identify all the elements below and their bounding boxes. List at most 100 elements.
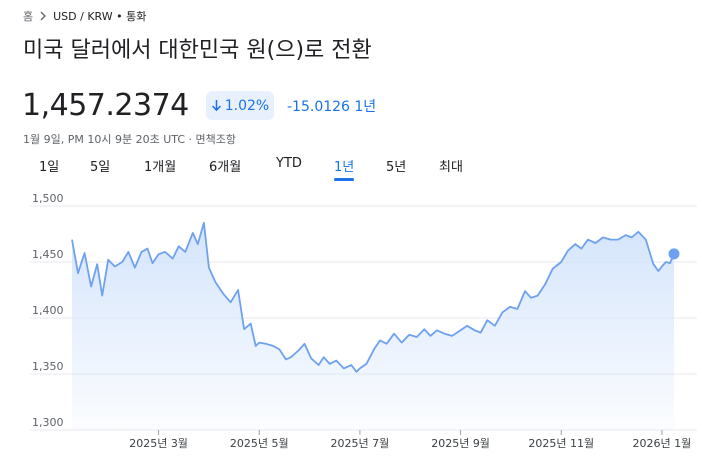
data-point bbox=[393, 333, 395, 335]
data-point bbox=[652, 263, 654, 265]
data-point bbox=[285, 359, 287, 361]
data-point bbox=[530, 297, 532, 299]
data-point bbox=[141, 251, 143, 253]
tab-1m[interactable]: 1개월 bbox=[144, 160, 177, 175]
data-point bbox=[222, 292, 224, 294]
data-point bbox=[192, 232, 194, 234]
y-tick-label: 1,300 bbox=[32, 416, 64, 429]
breadcrumb-path[interactable]: USD / KRW • 통화 bbox=[53, 10, 147, 23]
data-point bbox=[444, 333, 446, 335]
data-point bbox=[278, 348, 280, 350]
data-point bbox=[665, 261, 667, 263]
data-point bbox=[501, 312, 503, 314]
data-point bbox=[366, 363, 368, 365]
data-point bbox=[631, 236, 633, 238]
x-tick-label: 2025년 11월 bbox=[528, 437, 594, 450]
data-point bbox=[237, 289, 239, 291]
data-point bbox=[90, 286, 92, 288]
data-point bbox=[359, 368, 361, 370]
arrow-down-icon bbox=[211, 99, 222, 112]
data-point bbox=[379, 340, 381, 342]
data-point bbox=[401, 342, 403, 344]
data-point bbox=[350, 364, 352, 366]
data-point bbox=[552, 268, 554, 270]
x-tick-label: 2025년 5월 bbox=[230, 437, 289, 450]
data-point bbox=[645, 239, 647, 241]
data-point bbox=[625, 234, 627, 236]
tab-5d[interactable]: 5일 bbox=[90, 160, 111, 175]
data-point bbox=[460, 329, 462, 331]
x-tick-label: 2025년 9월 bbox=[431, 437, 490, 450]
data-point bbox=[250, 323, 252, 325]
y-tick-label: 1,400 bbox=[32, 304, 64, 317]
data-point bbox=[486, 319, 488, 321]
data-point bbox=[509, 306, 511, 308]
data-point bbox=[429, 335, 431, 337]
data-point bbox=[494, 325, 496, 327]
data-point bbox=[669, 262, 671, 264]
data-point bbox=[617, 239, 619, 241]
tab-ytd[interactable]: YTD bbox=[276, 156, 302, 171]
y-tick-label: 1,350 bbox=[32, 360, 64, 373]
data-point bbox=[265, 343, 267, 345]
data-point bbox=[127, 251, 129, 253]
tab-1y[interactable]: 1년 bbox=[334, 156, 355, 181]
exchange-rate-chart[interactable]: 1,500 1,450 1,400 1,350 1,300 2025년 3월 2025년 5… bbox=[0, 188, 703, 474]
tab-6m[interactable]: 6개월 bbox=[209, 160, 242, 175]
data-point bbox=[587, 239, 589, 241]
range-tabs: 1일 5일 1개월 6개월 YTD 1년 5년 최대 bbox=[0, 156, 703, 184]
data-point bbox=[537, 295, 539, 297]
change-percent-label: 1.02% bbox=[224, 97, 270, 114]
data-point bbox=[71, 239, 73, 241]
data-point bbox=[423, 328, 425, 330]
data-point bbox=[184, 251, 186, 253]
y-tick-label: 1,450 bbox=[32, 248, 64, 261]
data-point bbox=[602, 236, 604, 238]
data-point bbox=[318, 364, 320, 366]
data-point bbox=[77, 272, 79, 274]
data-point bbox=[96, 263, 98, 265]
data-point bbox=[107, 259, 109, 261]
data-point bbox=[197, 243, 199, 245]
data-point bbox=[121, 261, 123, 263]
data-point bbox=[480, 332, 482, 334]
data-point bbox=[466, 325, 468, 327]
breadcrumb-home[interactable]: 홈 bbox=[23, 10, 34, 23]
data-point bbox=[610, 239, 612, 241]
data-point bbox=[243, 328, 245, 330]
tab-1d[interactable]: 1일 bbox=[39, 160, 60, 175]
x-tick-label: 2025년 3월 bbox=[129, 437, 188, 450]
data-point bbox=[298, 350, 300, 352]
data-point bbox=[408, 334, 410, 336]
data-point bbox=[335, 360, 337, 362]
data-point bbox=[524, 290, 526, 292]
breadcrumb: 홈 USD / KRW • 통화 bbox=[23, 8, 146, 24]
data-point bbox=[560, 261, 562, 263]
change-percent-badge: 1.02% bbox=[206, 91, 274, 120]
data-point bbox=[574, 243, 576, 245]
tab-5y[interactable]: 5년 bbox=[386, 160, 407, 175]
data-point bbox=[272, 345, 274, 347]
data-point bbox=[355, 371, 357, 373]
data-point bbox=[567, 250, 569, 252]
data-point bbox=[178, 245, 180, 247]
data-point bbox=[517, 308, 519, 310]
page-title: 미국 달러에서 대한민국 원(으)로 전환 bbox=[23, 38, 372, 63]
y-tick-label: 1,500 bbox=[32, 192, 64, 205]
data-point bbox=[230, 301, 232, 303]
data-point bbox=[329, 363, 331, 365]
data-point bbox=[373, 348, 375, 350]
data-point bbox=[343, 368, 345, 370]
data-point bbox=[637, 231, 639, 233]
data-point bbox=[134, 267, 136, 269]
data-point bbox=[436, 329, 438, 331]
x-tick-label: 2026년 1월 bbox=[633, 437, 692, 450]
rate-area bbox=[72, 222, 674, 430]
data-point bbox=[208, 267, 210, 269]
data-point bbox=[152, 262, 154, 264]
exchange-rate-value: 1,457.2374 bbox=[22, 88, 189, 123]
rate-line bbox=[71, 221, 675, 373]
data-point bbox=[84, 252, 86, 254]
data-point bbox=[215, 281, 217, 283]
tab-max[interactable]: 최대 bbox=[439, 160, 463, 175]
